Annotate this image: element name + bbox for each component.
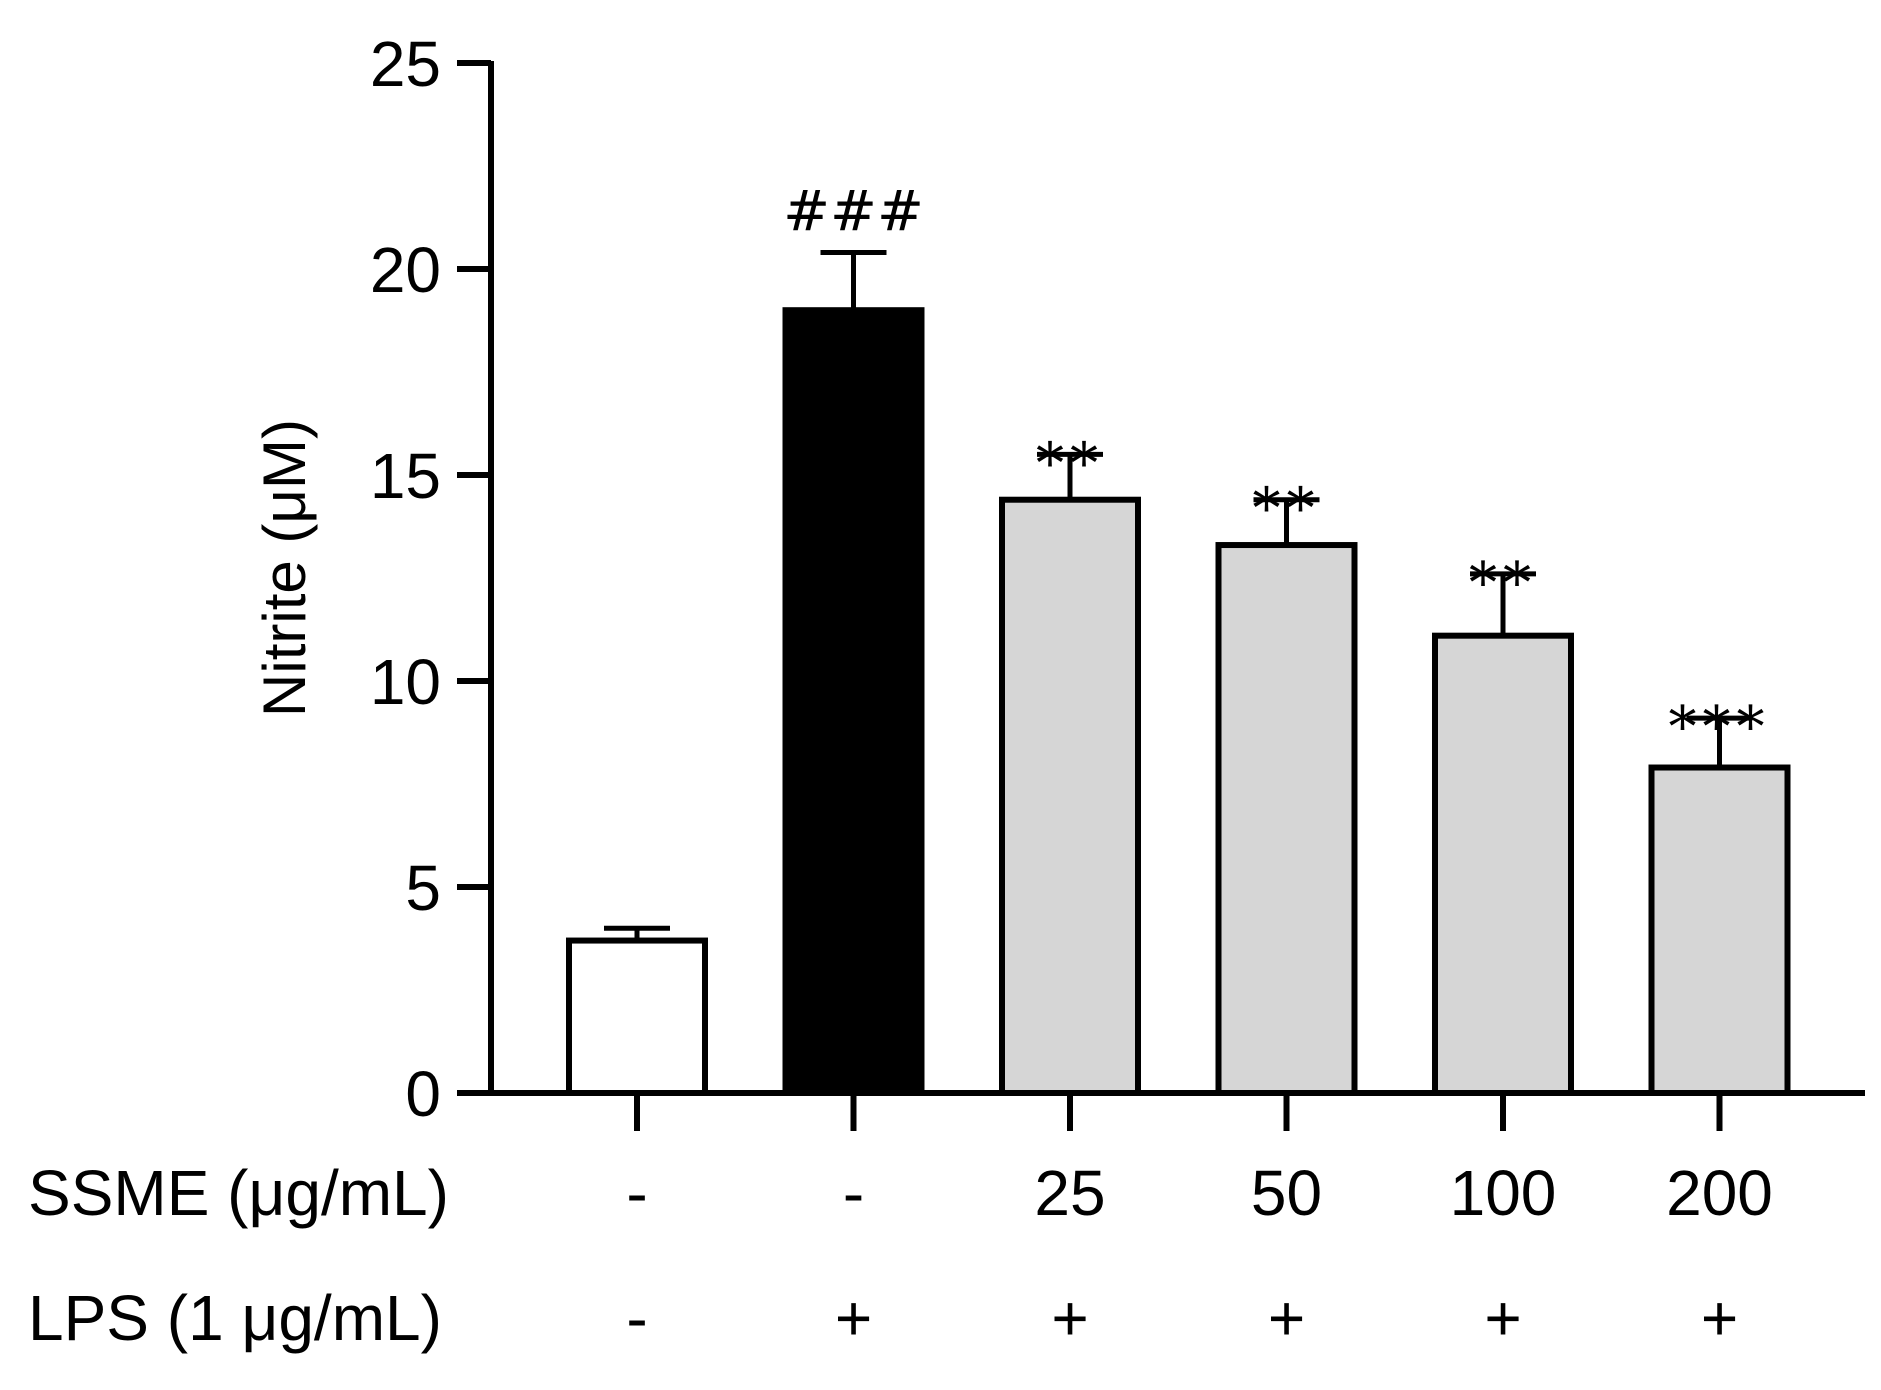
bar [782,307,925,1096]
significance-label: *** [1669,695,1771,760]
y-axis-title: Nitrite (μM) [251,419,318,717]
bar [1432,632,1574,1096]
y-tick-label: 25 [370,28,441,100]
bar [999,496,1141,1097]
condition-value: - [626,1282,647,1354]
condition-value: + [1268,1282,1305,1354]
bars [566,307,1791,1097]
condition-value: + [1484,1282,1521,1354]
bar [1648,764,1791,1097]
condition-value: + [1701,1282,1738,1354]
condition-value: 100 [1450,1157,1557,1229]
condition-row-label: SSME (μg/mL) [28,1157,449,1229]
significance-annotations: ###********* [783,180,1771,761]
significance-label: ### [783,180,924,245]
condition-value: 200 [1666,1157,1773,1229]
y-axis: 0 5 10 15 20 25 [370,28,494,1130]
bar [566,937,708,1096]
condition-value: + [835,1282,872,1354]
condition-value: 50 [1251,1157,1322,1229]
y-tick-label: 15 [370,440,441,512]
condition-row-label: LPS (1 μg/mL) [28,1282,442,1354]
bar [1215,542,1358,1096]
condition-value: - [626,1157,647,1229]
condition-rows: SSME (μg/mL) - - 25 50 100 200 LPS (1 μg/mL) - + +… [28,1157,1773,1354]
condition-value: + [1051,1282,1088,1354]
condition-value: 25 [1034,1157,1105,1229]
y-tick-label: 5 [405,852,441,924]
error-bars [604,250,1753,941]
significance-label: ** [1469,551,1537,616]
y-tick-label: 10 [370,646,441,718]
y-tick-label: 20 [370,234,441,306]
y-tick-label: 0 [405,1058,441,1130]
significance-label: ** [1253,477,1321,542]
significance-label: ** [1036,431,1104,496]
condition-value: - [843,1157,864,1229]
x-axis [488,1090,1865,1131]
